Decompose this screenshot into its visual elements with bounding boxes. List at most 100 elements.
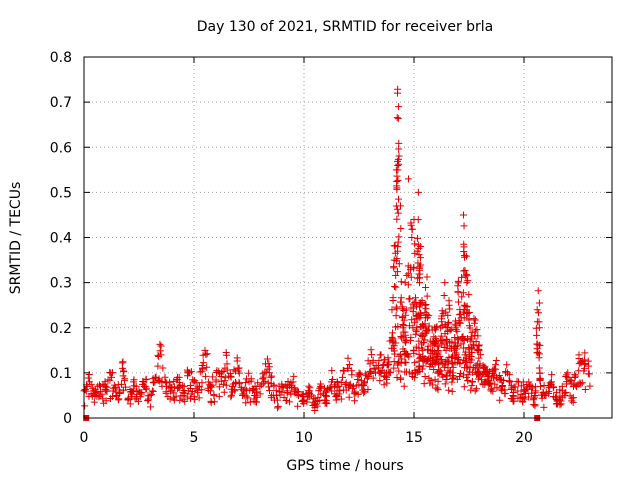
- data-point: [148, 387, 156, 395]
- data-point: [418, 365, 426, 373]
- x-tick-label: 5: [190, 430, 199, 446]
- data-point: [513, 377, 521, 385]
- data-point: [405, 368, 413, 376]
- data-point: [423, 273, 431, 281]
- data-point: [455, 372, 463, 380]
- data-point: [410, 304, 418, 312]
- data-point: [415, 251, 423, 259]
- data-point: [265, 387, 273, 395]
- y-tick-label: 0.1: [50, 366, 72, 382]
- data-point: [460, 247, 468, 255]
- data-point: [395, 160, 403, 168]
- data-point: [394, 209, 402, 217]
- data-point: [307, 391, 315, 399]
- data-point: [387, 368, 395, 376]
- data-point: [448, 359, 456, 367]
- data-point: [230, 366, 238, 374]
- data-point: [425, 312, 433, 320]
- data-point: [394, 85, 402, 93]
- data-point: [267, 379, 275, 387]
- data-point: [278, 383, 286, 391]
- data-point: [514, 387, 522, 395]
- data-point: [344, 354, 352, 362]
- data-point: [414, 234, 422, 242]
- data-point: [525, 393, 533, 401]
- data-point: [448, 338, 456, 346]
- data-point: [534, 348, 542, 356]
- data-point: [185, 387, 193, 395]
- data-point: [161, 373, 169, 381]
- data-point: [397, 334, 405, 342]
- data-point: [421, 336, 429, 344]
- data-point: [442, 336, 450, 344]
- data-point: [392, 283, 400, 291]
- axis-ticks: 0 5 10 15 20 0 0.1 0.2 0.3 0.4 0.5 0.6 0.7 0.8: [50, 50, 612, 446]
- data-point: [333, 392, 341, 400]
- data-point: [380, 356, 388, 364]
- data-point: [279, 384, 287, 392]
- data-point: [581, 349, 589, 357]
- data-point: [534, 287, 542, 295]
- data-point: [402, 306, 410, 314]
- data-point: [409, 300, 417, 308]
- data-point: [340, 367, 348, 375]
- data-point: [454, 288, 462, 296]
- data-point: [463, 364, 471, 372]
- data-point: [198, 386, 206, 394]
- data-point: [395, 152, 403, 160]
- data-point: [294, 402, 302, 410]
- data-point: [443, 357, 451, 365]
- data-point: [311, 406, 319, 414]
- data-point: [274, 402, 282, 410]
- data-point: [323, 400, 331, 408]
- data-point: [464, 309, 472, 317]
- data-point: [389, 296, 397, 304]
- data-point: [473, 385, 481, 393]
- data-point: [399, 305, 407, 313]
- data-point: [83, 382, 91, 390]
- data-point: [195, 394, 203, 402]
- data-point: [436, 352, 444, 360]
- data-point: [462, 270, 470, 278]
- data-point: [405, 353, 413, 361]
- data-point: [535, 364, 543, 372]
- data-point: [132, 382, 140, 390]
- data-point: [291, 387, 299, 395]
- data-point: [468, 378, 476, 386]
- data-point: [475, 342, 483, 350]
- data-point: [119, 358, 127, 366]
- data-point: [432, 337, 440, 345]
- data-point: [403, 271, 411, 279]
- data-point: [397, 224, 405, 232]
- data-point: [151, 378, 159, 386]
- data-point: [397, 375, 405, 383]
- data-point: [117, 380, 125, 388]
- data-point: [446, 305, 454, 313]
- data-point: [454, 298, 462, 306]
- data-point: [534, 309, 542, 317]
- data-point: [384, 361, 392, 369]
- data-point: [473, 325, 481, 333]
- data-point: [495, 371, 503, 379]
- data-point: [421, 373, 429, 381]
- data-point: [491, 380, 499, 388]
- data-point: [87, 380, 95, 388]
- data-point: [393, 114, 401, 122]
- data-point: [156, 340, 164, 348]
- data-point: [402, 339, 410, 347]
- data-point: [180, 382, 188, 390]
- data-point: [383, 373, 391, 381]
- data-point: [149, 387, 157, 395]
- data-point: [258, 381, 266, 389]
- data-point: [306, 384, 314, 392]
- data-point: [456, 360, 464, 368]
- data-point: [256, 390, 264, 398]
- data-point: [422, 300, 430, 308]
- data-point: [198, 379, 206, 387]
- data-point: [199, 359, 207, 367]
- data-point: [427, 377, 435, 385]
- data-point: [438, 355, 446, 363]
- data-point: [355, 381, 363, 389]
- data-point: [339, 373, 346, 381]
- data-point: [452, 345, 460, 353]
